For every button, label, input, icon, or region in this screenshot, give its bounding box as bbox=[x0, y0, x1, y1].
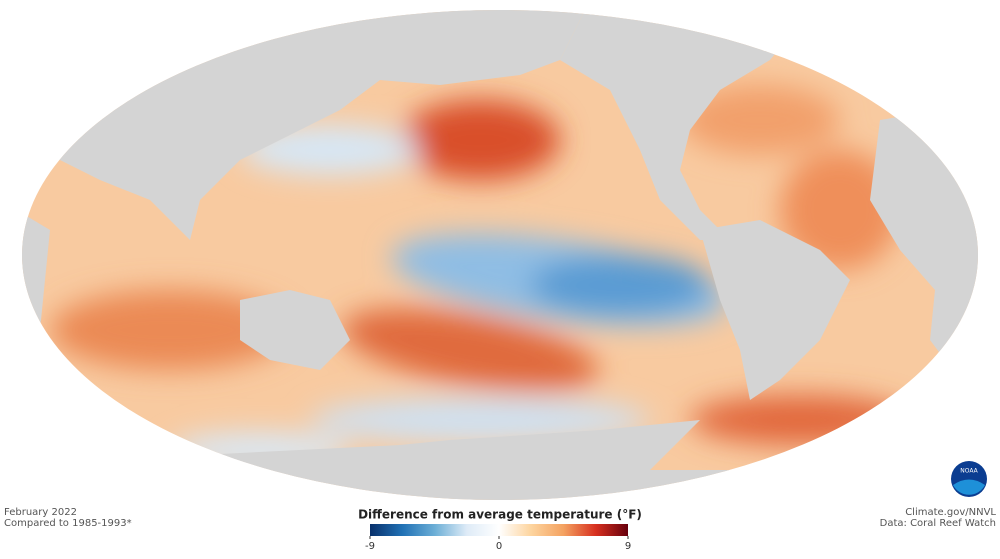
colorbar bbox=[370, 524, 628, 536]
date-caption: February 2022 bbox=[4, 507, 77, 518]
colorbar-tick-label: 0 bbox=[496, 541, 502, 552]
data-credit: Data: Coral Reef Watch bbox=[880, 518, 996, 529]
noaa-logo: NOAA bbox=[951, 461, 987, 497]
colorbar-tick-label: 9 bbox=[625, 541, 631, 552]
colorbar-title: Difference from average temperature (°F) bbox=[358, 508, 642, 522]
colorbar-tick-label: -9 bbox=[365, 541, 375, 552]
logo-text: NOAA bbox=[960, 468, 978, 475]
source-credit: Climate.gov/NNVL bbox=[905, 507, 996, 518]
baseline-caption: Compared to 1985-1993* bbox=[4, 518, 132, 529]
